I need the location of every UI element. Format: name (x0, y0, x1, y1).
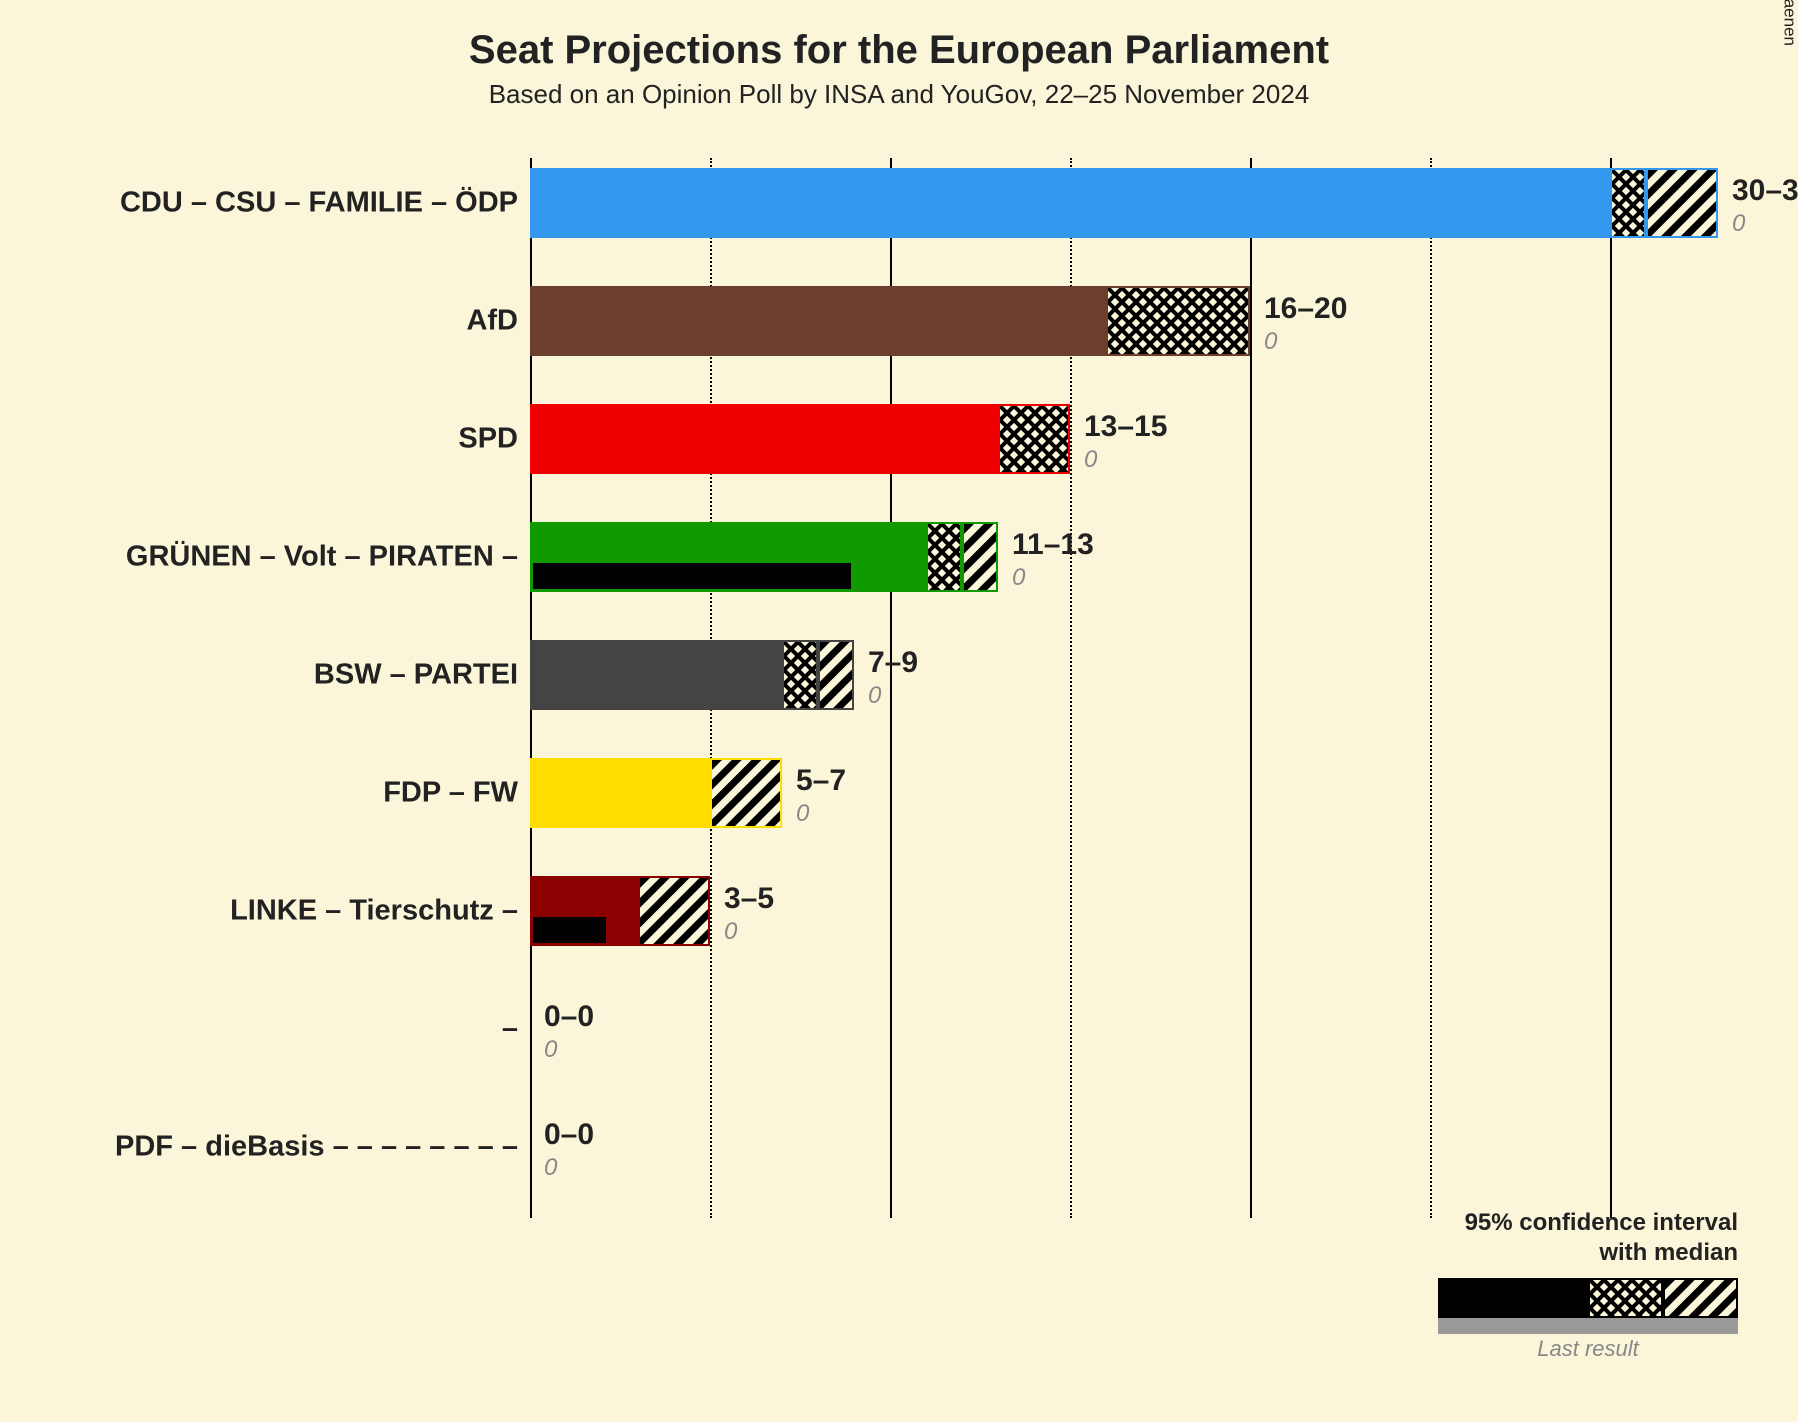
bar-median (530, 640, 782, 710)
value-label: 3–5 (724, 882, 774, 916)
last-result-label: 0 (724, 918, 737, 946)
bar-row: LINKE – Tierschutz – 3–50 (0, 876, 1798, 946)
value-label: 30–33 (1732, 174, 1798, 208)
bar-ci-outer (818, 640, 854, 710)
last-result-label: 0 (1732, 210, 1745, 238)
legend-sample-bar (1438, 1278, 1738, 1318)
value-label: 16–20 (1264, 292, 1347, 326)
value-label: 7–9 (868, 646, 918, 680)
party-label: AfD (466, 305, 518, 338)
bar-median (530, 168, 1610, 238)
bar-row: AfD 16–200 (0, 286, 1798, 356)
bar-ci-outer (962, 522, 998, 592)
bar-ci-inner (1610, 168, 1646, 238)
legend-last: Last result (1438, 1318, 1738, 1362)
legend-diag (1663, 1278, 1738, 1318)
party-label: LINKE – Tierschutz – (230, 895, 518, 928)
copyright: © 2024 Filip van Laenen (1780, 0, 1798, 46)
legend-solid (1438, 1278, 1588, 1318)
last-result-label: 0 (544, 1154, 557, 1182)
party-label: BSW – PARTEI (314, 659, 518, 692)
bar-row: BSW – PARTEI 7–90 (0, 640, 1798, 710)
bar-ci-inner (1106, 286, 1250, 356)
inner-bar (533, 563, 851, 589)
bar-median (530, 404, 998, 474)
party-label: – (502, 1013, 518, 1046)
party-label: CDU – CSU – FAMILIE – ÖDP (120, 187, 518, 220)
party-label: PDF – dieBasis – – – – – – – – (115, 1131, 518, 1164)
bar-ci-outer (710, 758, 782, 828)
value-label: 0–0 (544, 1118, 594, 1152)
legend-cross (1588, 1278, 1663, 1318)
legend-line2: with median (1599, 1239, 1738, 1266)
chart-area: CDU – CSU – FAMILIE – ÖDP30–330AfD16–200… (0, 158, 1798, 1308)
bar-row: FDP – FW 5–70 (0, 758, 1798, 828)
inner-bar (533, 917, 606, 943)
last-result-label: 0 (1264, 328, 1277, 356)
last-result-label: 0 (1084, 446, 1097, 474)
legend-last-bar (1438, 1318, 1738, 1334)
bar-row: CDU – CSU – FAMILIE – ÖDP 30–330 (0, 168, 1798, 238)
last-result-label: 0 (1012, 564, 1025, 592)
bar-median (530, 286, 1106, 356)
legend-title: 95% confidence interval with median (1438, 1208, 1738, 1268)
chart-subtitle: Based on an Opinion Poll by INSA and You… (0, 79, 1798, 110)
bar-row: PDF – dieBasis – – – – – – – – 0–00 (0, 1112, 1798, 1182)
bar-ci-outer (1646, 168, 1718, 238)
legend-last-label: Last result (1438, 1336, 1738, 1362)
party-label: SPD (458, 423, 518, 456)
value-label: 13–15 (1084, 410, 1167, 444)
value-label: 5–7 (796, 764, 846, 798)
value-label: 0–0 (544, 1000, 594, 1034)
bar-row: GRÜNEN – Volt – PIRATEN – 11–130 (0, 522, 1798, 592)
bar-ci-outer (638, 876, 710, 946)
party-label: GRÜNEN – Volt – PIRATEN – (126, 541, 518, 574)
legend-line1: 95% confidence interval (1465, 1209, 1738, 1236)
bar-ci-inner (926, 522, 962, 592)
party-label: FDP – FW (383, 777, 518, 810)
value-label: 11–13 (1012, 528, 1094, 562)
last-result-label: 0 (544, 1036, 557, 1064)
bar-ci-inner (782, 640, 818, 710)
legend: 95% confidence interval with median Last… (1438, 1208, 1738, 1362)
bar-median (530, 758, 710, 828)
chart-title: Seat Projections for the European Parlia… (0, 28, 1798, 73)
last-result-label: 0 (796, 800, 809, 828)
bar-ci-inner (998, 404, 1070, 474)
last-result-label: 0 (868, 682, 881, 710)
bar-row: SPD 13–150 (0, 404, 1798, 474)
bar-row: –0–00 (0, 994, 1798, 1064)
